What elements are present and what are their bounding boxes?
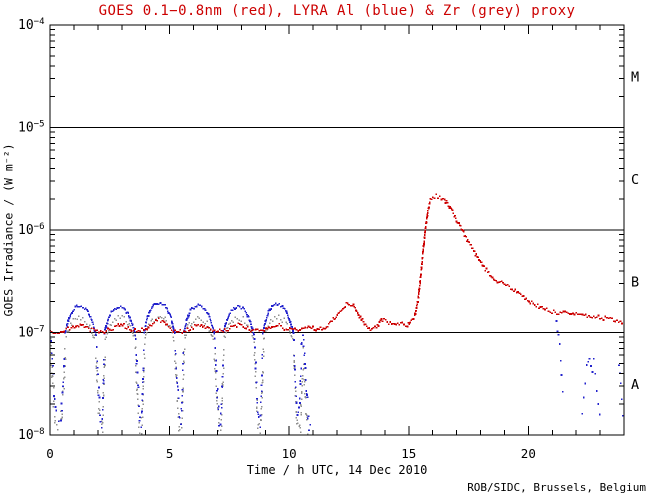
y-axis-title: GOES Irradiance / (W m⁻²): [2, 143, 16, 317]
plot-frame: [49, 24, 625, 436]
x-tick-label: 15: [401, 446, 416, 461]
y-tick-label: 10−5: [18, 120, 45, 136]
flare-class-label: B: [631, 274, 639, 290]
x-tick-label: 20: [521, 446, 536, 461]
credit-text: ROB/SIDC, Brussels, Belgium: [467, 481, 646, 494]
y-tick-label: 10−6: [18, 222, 45, 238]
flare-class-label: M: [631, 69, 639, 85]
x-tick-label: 5: [166, 446, 174, 461]
y-tick-label: 10−7: [18, 325, 45, 341]
series-lyra-al-dots: [50, 302, 624, 432]
x-axis-title: Time / h UTC, 14 Dec 2010: [246, 463, 428, 477]
y-tick-label: 10−8: [18, 427, 45, 443]
series-goes-dots: [50, 193, 623, 335]
chart-title: GOES 0.1−0.8nm (red), LYRA Al (blue) & Z…: [98, 3, 576, 19]
x-tick-label: 0: [46, 446, 54, 461]
flare-class-label: C: [631, 172, 639, 188]
y-axis-title-box: GOES Irradiance / (W m⁻²): [0, 25, 18, 435]
y-tick-label: 10−4: [18, 17, 45, 33]
flare-class-label: A: [631, 377, 639, 393]
x-tick-label: 10: [282, 446, 297, 461]
